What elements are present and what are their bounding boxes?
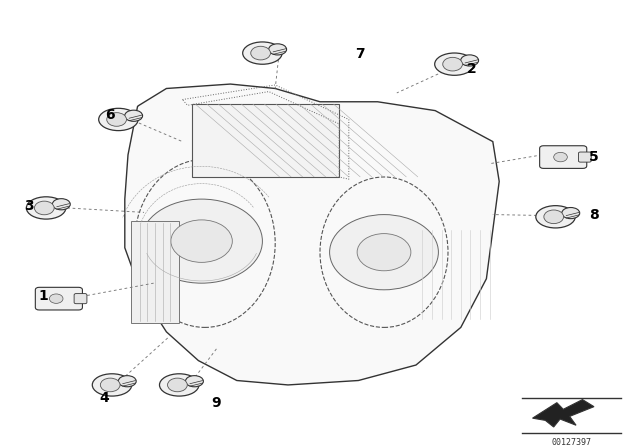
Text: 9: 9: [211, 396, 221, 409]
Circle shape: [107, 112, 127, 126]
FancyBboxPatch shape: [579, 152, 591, 162]
Circle shape: [544, 210, 564, 224]
Text: 7: 7: [355, 47, 365, 61]
PathPatch shape: [125, 84, 499, 385]
Ellipse shape: [435, 53, 474, 75]
Ellipse shape: [26, 197, 66, 219]
Text: 8: 8: [589, 207, 598, 222]
Ellipse shape: [92, 374, 132, 396]
Ellipse shape: [118, 375, 136, 387]
Ellipse shape: [99, 108, 138, 131]
Circle shape: [171, 220, 232, 263]
FancyBboxPatch shape: [74, 293, 87, 304]
Ellipse shape: [562, 207, 580, 219]
Ellipse shape: [186, 375, 204, 387]
Circle shape: [330, 215, 438, 290]
Text: 6: 6: [106, 108, 115, 122]
Circle shape: [443, 57, 463, 71]
Text: 00127397: 00127397: [551, 438, 591, 447]
Circle shape: [141, 199, 262, 283]
Ellipse shape: [461, 55, 479, 66]
Text: 4: 4: [99, 391, 109, 405]
FancyBboxPatch shape: [540, 146, 587, 168]
Circle shape: [49, 294, 63, 303]
Ellipse shape: [159, 374, 199, 396]
Text: 3: 3: [24, 199, 34, 213]
Circle shape: [35, 201, 54, 215]
FancyBboxPatch shape: [192, 104, 339, 177]
Ellipse shape: [536, 206, 575, 228]
Ellipse shape: [269, 44, 287, 55]
Text: 2: 2: [467, 61, 477, 76]
Circle shape: [251, 46, 271, 60]
Circle shape: [357, 233, 411, 271]
Circle shape: [168, 378, 188, 392]
Circle shape: [554, 152, 567, 162]
FancyBboxPatch shape: [131, 221, 179, 323]
FancyBboxPatch shape: [35, 287, 83, 310]
Circle shape: [100, 378, 120, 392]
Text: 5: 5: [589, 150, 598, 164]
Polygon shape: [532, 400, 594, 427]
Ellipse shape: [125, 110, 143, 121]
Ellipse shape: [243, 42, 282, 64]
Ellipse shape: [52, 198, 70, 210]
Text: 1: 1: [38, 289, 48, 303]
